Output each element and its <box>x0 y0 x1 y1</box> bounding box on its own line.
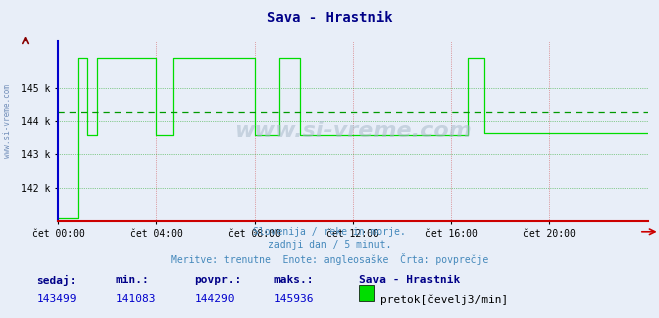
Text: pretok[čevelj3/min]: pretok[čevelj3/min] <box>380 294 509 305</box>
Text: sedaj:: sedaj: <box>36 275 76 286</box>
Text: Meritve: trenutne  Enote: angleosaške  Črta: povprečje: Meritve: trenutne Enote: angleosaške Črt… <box>171 253 488 265</box>
Text: 143499: 143499 <box>36 294 76 304</box>
Text: 141083: 141083 <box>115 294 156 304</box>
Text: 145936: 145936 <box>273 294 314 304</box>
Text: Sava - Hrastnik: Sava - Hrastnik <box>267 11 392 25</box>
Text: www.si-vreme.com: www.si-vreme.com <box>3 84 13 158</box>
Text: zadnji dan / 5 minut.: zadnji dan / 5 minut. <box>268 240 391 250</box>
Text: Sava - Hrastnik: Sava - Hrastnik <box>359 275 461 285</box>
Text: maks.:: maks.: <box>273 275 314 285</box>
Text: www.si-vreme.com: www.si-vreme.com <box>234 121 472 141</box>
Text: povpr.:: povpr.: <box>194 275 242 285</box>
Text: Slovenija / reke in morje.: Slovenija / reke in morje. <box>253 227 406 237</box>
Text: 144290: 144290 <box>194 294 235 304</box>
Text: min.:: min.: <box>115 275 149 285</box>
